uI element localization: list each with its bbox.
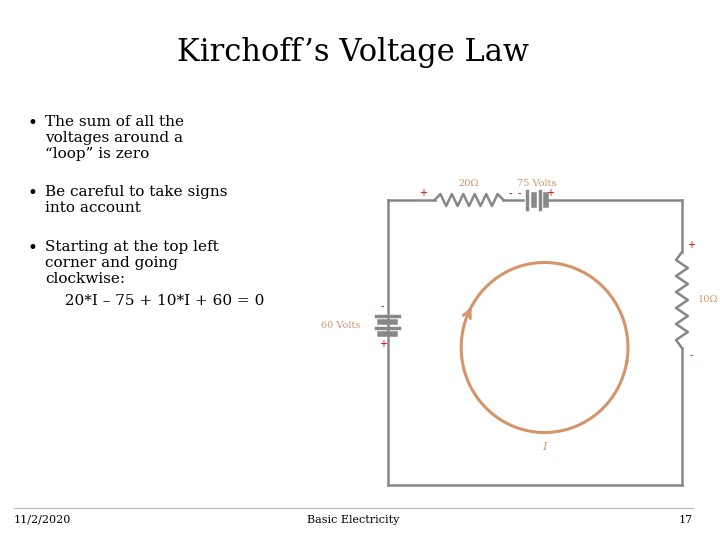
Text: I: I bbox=[542, 442, 546, 451]
Text: -: - bbox=[517, 188, 521, 198]
Text: Basic Electricity: Basic Electricity bbox=[307, 515, 400, 525]
Text: 11/2/2020: 11/2/2020 bbox=[14, 515, 71, 525]
Text: +: + bbox=[419, 188, 427, 198]
Text: clockwise:: clockwise: bbox=[45, 272, 125, 286]
Text: 75 Volts: 75 Volts bbox=[517, 179, 557, 188]
Text: +: + bbox=[687, 240, 695, 250]
Text: 20*I – 75 + 10*I + 60 = 0: 20*I – 75 + 10*I + 60 = 0 bbox=[55, 294, 264, 308]
Text: +: + bbox=[546, 188, 554, 198]
Text: Be careful to take signs: Be careful to take signs bbox=[45, 185, 228, 199]
Text: 10Ω: 10Ω bbox=[698, 295, 718, 305]
Text: into account: into account bbox=[45, 201, 141, 215]
Text: 60 Volts: 60 Volts bbox=[320, 321, 360, 329]
Text: -: - bbox=[381, 301, 384, 311]
Text: •: • bbox=[27, 185, 37, 202]
Text: -: - bbox=[508, 188, 512, 198]
Text: 20Ω: 20Ω bbox=[459, 179, 480, 188]
Text: •: • bbox=[27, 115, 37, 132]
Text: Kirchoff’s Voltage Law: Kirchoff’s Voltage Law bbox=[177, 37, 529, 68]
Text: •: • bbox=[27, 240, 37, 257]
Text: “loop” is zero: “loop” is zero bbox=[45, 147, 149, 161]
Text: -: - bbox=[689, 350, 693, 360]
Text: corner and going: corner and going bbox=[45, 256, 178, 270]
Text: The sum of all the: The sum of all the bbox=[45, 115, 184, 129]
Text: +: + bbox=[379, 339, 387, 349]
Text: Starting at the top left: Starting at the top left bbox=[45, 240, 219, 254]
Text: voltages around a: voltages around a bbox=[45, 131, 183, 145]
Text: 17: 17 bbox=[679, 515, 693, 525]
